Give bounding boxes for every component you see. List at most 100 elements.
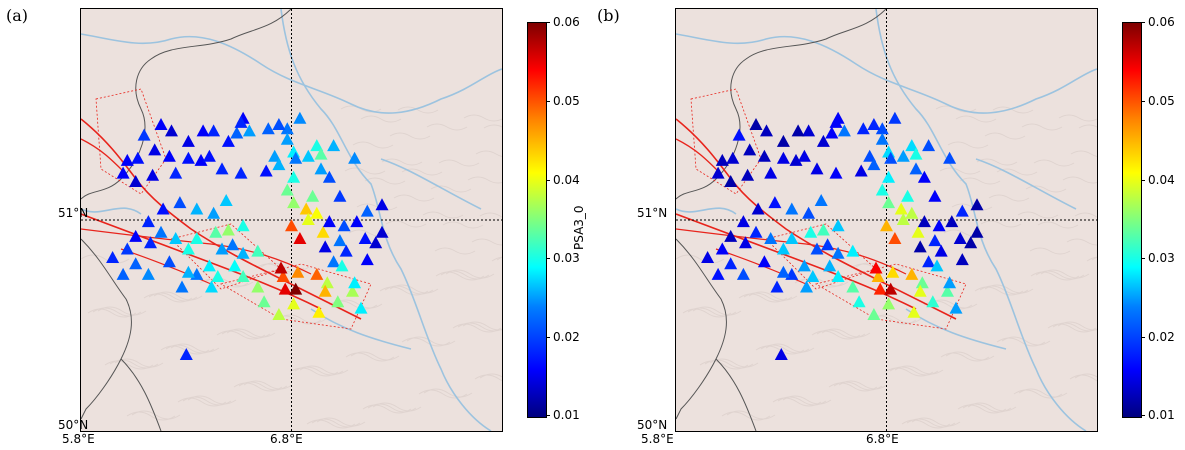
station-marker[interactable] xyxy=(156,202,170,215)
station-marker[interactable] xyxy=(337,219,351,232)
station-marker[interactable] xyxy=(154,118,168,130)
station-marker[interactable] xyxy=(743,143,757,156)
station-marker[interactable] xyxy=(764,232,778,244)
station-marker[interactable] xyxy=(768,196,782,209)
station-marker[interactable] xyxy=(268,149,282,162)
station-marker[interactable] xyxy=(736,267,750,280)
station-marker[interactable] xyxy=(869,261,883,274)
station-marker[interactable] xyxy=(757,149,771,162)
station-marker[interactable] xyxy=(804,225,818,238)
station-marker[interactable] xyxy=(913,284,927,297)
station-marker[interactable] xyxy=(905,206,919,219)
station-marker[interactable] xyxy=(871,270,885,282)
station-marker[interactable] xyxy=(293,111,307,124)
station-marker[interactable] xyxy=(867,308,881,320)
station-marker[interactable] xyxy=(148,143,162,156)
station-marker[interactable] xyxy=(764,166,778,179)
station-marker[interactable] xyxy=(724,229,738,242)
station-marker[interactable] xyxy=(272,158,286,171)
station-marker[interactable] xyxy=(285,219,298,232)
station-marker[interactable] xyxy=(236,219,250,232)
station-marker[interactable] xyxy=(896,213,910,225)
station-marker[interactable] xyxy=(322,215,336,228)
station-marker[interactable] xyxy=(831,246,845,259)
station-marker[interactable] xyxy=(907,305,921,318)
station-marker[interactable] xyxy=(774,348,788,360)
station-marker[interactable] xyxy=(375,198,389,211)
station-marker[interactable] xyxy=(209,225,223,238)
station-marker[interactable] xyxy=(289,282,303,295)
station-marker[interactable] xyxy=(724,257,738,270)
station-marker[interactable] xyxy=(205,280,218,293)
station-marker[interactable] xyxy=(306,189,320,202)
station-marker[interactable] xyxy=(741,168,755,181)
station-marker[interactable] xyxy=(179,348,193,360)
station-marker[interactable] xyxy=(169,232,183,244)
station-marker[interactable] xyxy=(875,183,889,196)
station-marker[interactable] xyxy=(190,232,204,244)
station-marker[interactable] xyxy=(360,204,374,217)
station-marker[interactable] xyxy=(141,215,155,228)
station-marker[interactable] xyxy=(312,305,326,318)
station-marker[interactable] xyxy=(736,215,750,228)
station-marker[interactable] xyxy=(230,126,244,139)
station-marker[interactable] xyxy=(141,267,155,280)
station-marker[interactable] xyxy=(928,234,942,247)
station-marker[interactable] xyxy=(760,124,773,137)
station-marker[interactable] xyxy=(831,270,845,282)
station-marker[interactable] xyxy=(146,168,160,181)
station-marker[interactable] xyxy=(280,132,294,145)
station-marker[interactable] xyxy=(810,242,824,255)
station-marker[interactable] xyxy=(274,261,288,274)
station-marker[interactable] xyxy=(715,242,729,255)
station-marker[interactable] xyxy=(116,166,130,179)
station-marker[interactable] xyxy=(316,225,330,238)
station-marker[interactable] xyxy=(234,166,248,179)
station-marker[interactable] xyxy=(333,234,347,247)
station-marker[interactable] xyxy=(873,282,887,295)
station-marker[interactable] xyxy=(207,124,221,137)
station-marker[interactable] xyxy=(894,202,908,215)
station-marker[interactable] xyxy=(776,265,790,278)
station-marker[interactable] xyxy=(896,149,910,162)
station-marker[interactable] xyxy=(926,295,940,308)
station-marker[interactable] xyxy=(964,236,978,249)
station-marker[interactable] xyxy=(348,151,362,164)
station-marker[interactable] xyxy=(863,149,877,162)
map-panel-b[interactable] xyxy=(675,8,1098,432)
station-marker[interactable] xyxy=(943,151,957,164)
station-marker[interactable] xyxy=(236,246,250,259)
station-marker[interactable] xyxy=(129,229,143,242)
station-marker[interactable] xyxy=(884,151,898,164)
station-marker[interactable] xyxy=(221,223,235,236)
station-marker[interactable] xyxy=(375,225,389,238)
station-marker[interactable] xyxy=(810,162,824,175)
map-panel-a[interactable] xyxy=(80,8,503,432)
station-marker[interactable] xyxy=(909,147,923,160)
station-marker[interactable] xyxy=(867,158,881,171)
station-marker[interactable] xyxy=(739,236,752,249)
station-marker[interactable] xyxy=(846,280,860,293)
station-marker[interactable] xyxy=(261,122,275,135)
station-marker[interactable] xyxy=(837,124,851,137)
station-marker[interactable] xyxy=(829,115,843,128)
station-marker[interactable] xyxy=(913,240,927,253)
station-marker[interactable] xyxy=(701,251,715,263)
station-marker[interactable] xyxy=(154,225,168,238)
station-marker[interactable] xyxy=(234,115,248,128)
station-marker[interactable] xyxy=(776,151,790,164)
station-marker[interactable] xyxy=(776,242,790,255)
station-marker[interactable] xyxy=(181,265,195,278)
station-marker[interactable] xyxy=(831,219,845,232)
station-marker[interactable] xyxy=(846,244,860,257)
station-marker[interactable] xyxy=(181,151,195,164)
station-marker[interactable] xyxy=(711,267,725,280)
station-marker[interactable] xyxy=(905,139,919,152)
station-marker[interactable] xyxy=(360,253,374,266)
station-marker[interactable] xyxy=(333,189,347,202)
station-marker[interactable] xyxy=(310,267,324,280)
station-marker[interactable] xyxy=(882,170,896,183)
station-marker[interactable] xyxy=(715,153,729,166)
station-marker[interactable] xyxy=(175,280,189,293)
station-marker[interactable] xyxy=(120,153,134,166)
